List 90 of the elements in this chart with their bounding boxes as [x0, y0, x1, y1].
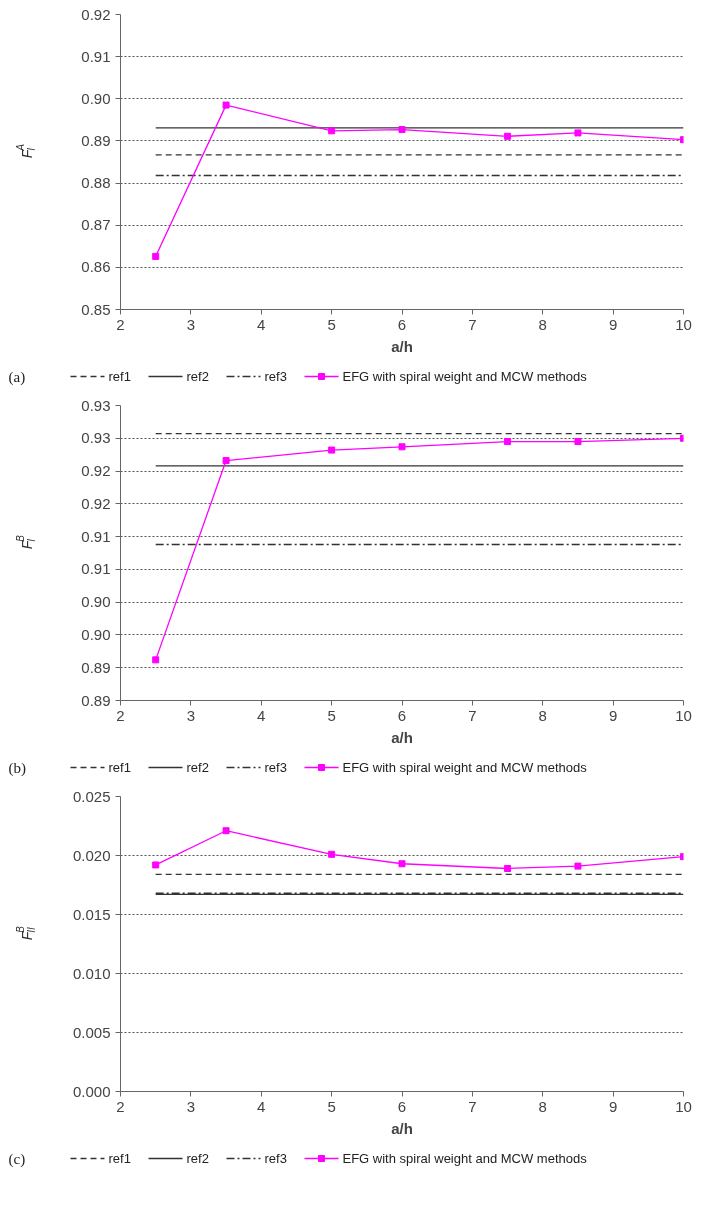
y-tick-label: 0.90 — [81, 89, 111, 107]
y-tick-label: 0.88 — [81, 174, 111, 192]
y-tick-label: 0.91 — [81, 47, 111, 65]
y-tick-label: 0.025 — [72, 787, 111, 805]
text: (b) — [8, 759, 26, 777]
x-tick-label: 7 — [468, 706, 477, 724]
y-tick-label: 0.86 — [81, 258, 111, 276]
y-axis-title: FAI — [15, 143, 37, 159]
point — [222, 827, 230, 835]
x-tick-label: 9 — [608, 315, 618, 333]
point — [398, 443, 406, 451]
y-tick-label: 0.87 — [81, 216, 111, 234]
x-tick-label: 5 — [327, 1097, 336, 1115]
legend-label: ref3 — [264, 760, 287, 775]
y-tick-label: 0.92 — [81, 494, 111, 512]
x-tick-label: 4 — [257, 315, 266, 333]
x-tick-label: 2 — [116, 315, 125, 333]
legend-label: ref1 — [108, 760, 131, 775]
x-tick-label: 8 — [538, 706, 547, 724]
y-tick-label: 0.89 — [81, 131, 111, 149]
legend-label: EFG with spiral weight and MCW methods — [342, 1151, 588, 1166]
y-tick-label: 0.92 — [81, 5, 111, 23]
point — [328, 446, 336, 454]
legend-label: ref2 — [186, 760, 209, 775]
text: (a) — [8, 368, 26, 386]
x-tick-label: 3 — [186, 315, 196, 333]
y-tick-label: 0.92 — [81, 462, 111, 480]
point — [222, 101, 230, 109]
x-tick-label: 4 — [257, 1097, 266, 1115]
x-tick-label: 3 — [186, 1097, 196, 1115]
y-tick-label: 0.89 — [81, 691, 111, 709]
x-tick-label: 9 — [608, 706, 618, 724]
x-tick-label: 4 — [257, 706, 266, 724]
y-tick-label: 0.93 — [81, 396, 111, 414]
point — [574, 129, 582, 137]
y-tick-label: 0.91 — [81, 527, 111, 545]
legend-label: ref2 — [186, 1151, 209, 1166]
x-axis-title: a/h — [391, 728, 413, 746]
point — [222, 457, 230, 465]
y-tick-label: 0.015 — [72, 905, 111, 923]
point — [152, 861, 160, 869]
x-tick-label: 9 — [608, 1097, 618, 1115]
y-tick-label: 0.020 — [72, 846, 111, 864]
x-tick-label: 6 — [397, 315, 407, 333]
text: (c) — [8, 1150, 26, 1168]
point — [504, 438, 512, 446]
y-tick-label: 0.89 — [81, 658, 111, 676]
x-tick-label: 6 — [397, 1097, 407, 1115]
y-axis-title: FBI — [15, 534, 37, 550]
y-tick-label: 0.85 — [81, 300, 111, 318]
x-tick-label: 10 — [675, 315, 692, 333]
legend-label: ref1 — [108, 1151, 131, 1166]
legend-label: ref1 — [108, 369, 131, 384]
y-tick-label: 0.005 — [72, 1023, 111, 1041]
y-axis-title: FBII — [15, 925, 37, 941]
point — [398, 126, 406, 134]
x-axis-title: a/h — [391, 1119, 413, 1137]
point — [328, 850, 336, 858]
y-tick-label: 0.010 — [72, 964, 111, 982]
y-tick-label: 0.93 — [81, 429, 111, 447]
x-tick-label: 5 — [327, 706, 336, 724]
point — [504, 864, 512, 872]
x-tick-label: 2 — [116, 706, 125, 724]
y-tick-label: 0.90 — [81, 593, 111, 611]
legend-label: ref2 — [186, 369, 209, 384]
x-tick-label: 8 — [538, 315, 547, 333]
point — [574, 862, 582, 870]
x-tick-label: 5 — [327, 315, 336, 333]
point — [398, 860, 406, 868]
legend-label: EFG with spiral weight and MCW methods — [342, 369, 588, 384]
x-tick-label: 7 — [468, 1097, 477, 1115]
legend-label: EFG with spiral weight and MCW methods — [342, 760, 588, 775]
y-tick-label: 0.000 — [72, 1082, 111, 1100]
legend-label: ref3 — [264, 1151, 287, 1166]
point — [328, 127, 336, 135]
x-tick-label: 10 — [675, 706, 692, 724]
y-tick-label: 0.90 — [81, 625, 111, 643]
x-tick-label: 2 — [116, 1097, 125, 1115]
point — [152, 252, 160, 260]
x-tick-label: 10 — [675, 1097, 692, 1115]
point — [152, 656, 160, 664]
x-tick-label: 6 — [397, 706, 407, 724]
point — [504, 132, 512, 140]
x-tick-label: 8 — [538, 1097, 547, 1115]
legend-label: ref3 — [264, 369, 287, 384]
x-tick-label: 3 — [186, 706, 196, 724]
x-axis-title: a/h — [391, 337, 413, 355]
point — [574, 438, 582, 446]
x-tick-label: 7 — [468, 315, 477, 333]
y-tick-label: 0.91 — [81, 560, 111, 578]
